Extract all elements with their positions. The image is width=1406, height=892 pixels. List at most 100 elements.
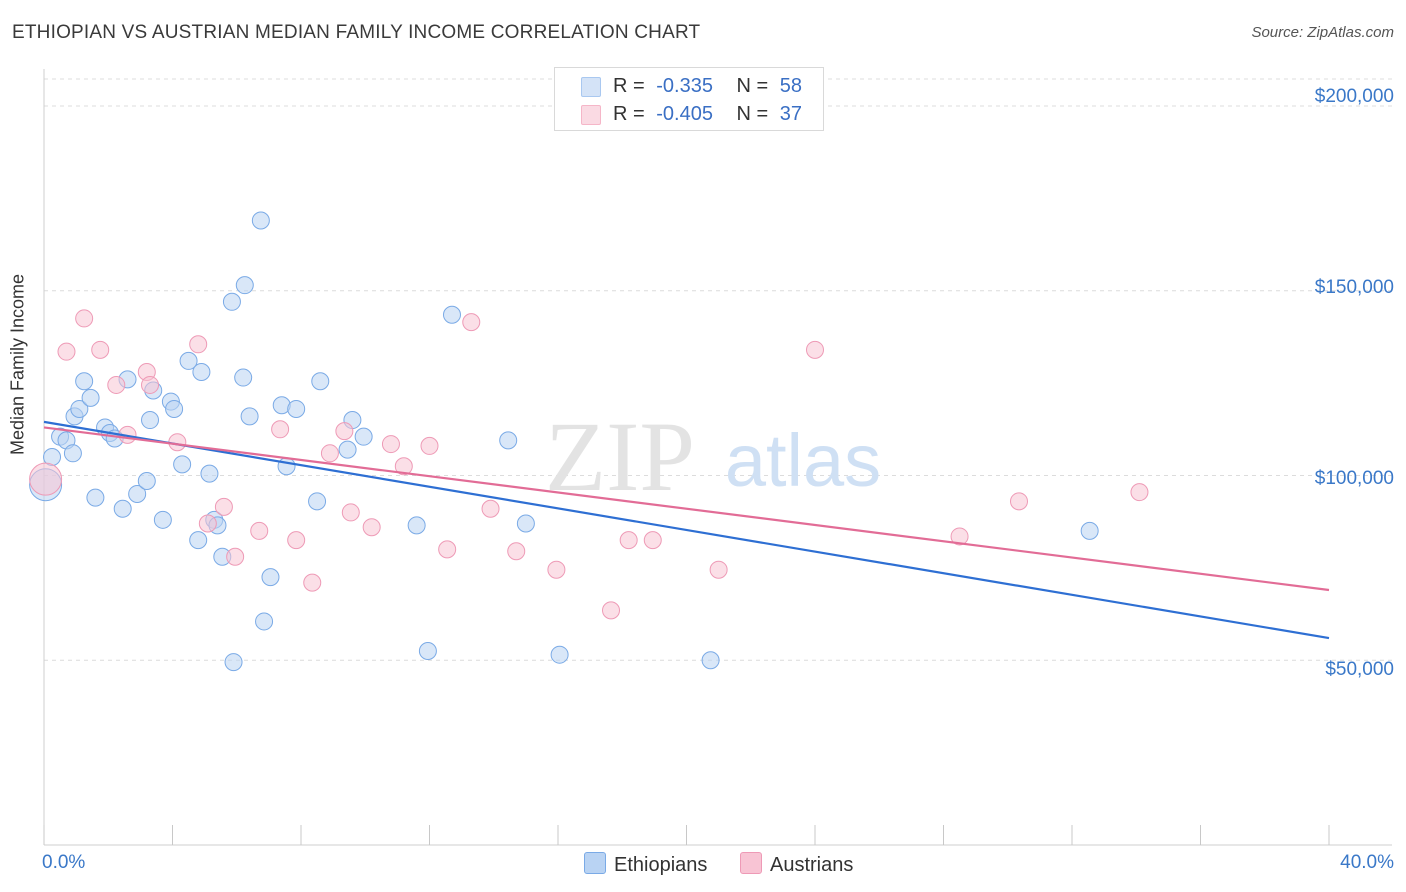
data-point <box>619 531 638 550</box>
data-point <box>950 527 969 546</box>
watermark-zip: ZIP <box>545 401 695 512</box>
n-value: 37 <box>779 103 803 125</box>
data-point <box>91 340 110 359</box>
n-label: N = <box>736 103 769 125</box>
data-point <box>63 444 82 463</box>
r-label: R = <box>613 75 645 97</box>
r-label: R = <box>613 103 645 125</box>
y-tick-label: $150,000 <box>1314 277 1394 298</box>
data-point <box>189 335 208 354</box>
data-point <box>287 399 306 418</box>
data-point <box>222 292 241 311</box>
data-point <box>643 531 662 550</box>
legend-stats-austrians: R = -0.405 N = 37 <box>613 103 802 126</box>
legend-item-ethiopians: Ethiopians <box>584 852 707 877</box>
trend-line <box>43 420 1330 640</box>
legend-swatch <box>740 852 762 874</box>
data-point <box>271 420 290 439</box>
legend-swatch-austrians <box>581 105 601 125</box>
data-point <box>442 305 461 324</box>
data-point <box>462 313 481 332</box>
data-point <box>113 499 132 518</box>
legend-label: Ethiopians <box>614 854 708 876</box>
data-point <box>240 407 259 426</box>
data-point <box>141 375 160 394</box>
legend-label: Austrians <box>770 854 854 876</box>
data-point <box>1130 483 1149 502</box>
source-label: Source: ZipAtlas.com <box>1251 24 1394 41</box>
data-point <box>516 514 535 533</box>
data-point <box>1009 492 1028 511</box>
data-point <box>277 457 296 476</box>
legend-row-ethiopians: R = -0.335 N = 58 <box>555 73 823 101</box>
data-point <box>165 399 184 418</box>
data-point <box>320 444 339 463</box>
data-point <box>308 492 327 511</box>
data-point <box>189 531 208 550</box>
n-label: N = <box>736 75 769 97</box>
data-point <box>438 540 457 559</box>
y-tick-label: $50,000 <box>1325 659 1394 680</box>
r-value: -0.335 <box>656 75 713 97</box>
data-point <box>418 642 437 660</box>
legend-swatch <box>584 852 606 874</box>
legend-row-austrians: R = -0.405 N = 37 <box>555 101 823 129</box>
legend-swatch-ethiopians <box>581 77 601 97</box>
data-point <box>701 651 720 670</box>
data-point <box>354 427 373 446</box>
data-point <box>1080 521 1099 540</box>
correlation-legend: R = -0.335 N = 58 R = -0.405 N = 37 <box>554 67 824 131</box>
legend-item-austrians: Austrians <box>740 852 853 877</box>
data-point <box>806 340 824 359</box>
data-point <box>29 462 63 496</box>
data-point <box>420 436 439 455</box>
data-point <box>547 560 566 579</box>
data-point <box>75 372 94 391</box>
data-point <box>75 309 94 328</box>
data-point <box>137 472 156 491</box>
x-tick-label-min: 0.0% <box>42 852 86 873</box>
data-point <box>507 542 526 561</box>
data-point <box>81 388 100 407</box>
data-point <box>153 510 172 529</box>
data-point <box>251 211 270 230</box>
chart-title: ETHIOPIAN VS AUSTRIAN MEDIAN FAMILY INCO… <box>12 22 701 43</box>
y-axis-label: Median Family Income <box>7 273 28 455</box>
data-point <box>70 399 89 418</box>
r-value: -0.405 <box>656 103 713 125</box>
data-point <box>407 516 426 535</box>
data-point <box>341 503 360 522</box>
trend-line <box>43 426 1330 592</box>
data-point <box>214 497 233 516</box>
data-point <box>250 521 269 540</box>
legend-stats-ethiopians: R = -0.335 N = 58 <box>613 75 802 98</box>
data-point <box>255 612 274 631</box>
series-austrians <box>29 309 1149 620</box>
data-point <box>107 375 126 394</box>
data-point <box>338 440 357 459</box>
data-point <box>550 645 569 664</box>
watermark-atlas: atlas <box>725 419 881 502</box>
data-point <box>192 363 211 382</box>
data-point <box>303 573 322 592</box>
data-point <box>141 411 160 430</box>
data-point <box>362 518 381 537</box>
data-point <box>224 653 243 672</box>
data-point <box>234 368 253 387</box>
data-point <box>173 455 192 474</box>
data-point <box>128 484 147 503</box>
n-value: 58 <box>779 75 803 97</box>
y-tick-label: $200,000 <box>1314 86 1394 107</box>
trend-lines <box>43 420 1330 640</box>
data-point <box>86 488 105 507</box>
data-point <box>179 351 198 370</box>
data-point <box>311 372 330 391</box>
data-point <box>709 560 728 579</box>
y-tick-label: $100,000 <box>1314 468 1394 489</box>
data-point <box>394 457 413 476</box>
data-point <box>381 435 400 454</box>
data-point <box>226 547 245 566</box>
watermark: ZIP atlas <box>545 401 881 512</box>
data-point <box>235 276 254 295</box>
x-tick-label-max: 40.0% <box>1340 852 1394 873</box>
